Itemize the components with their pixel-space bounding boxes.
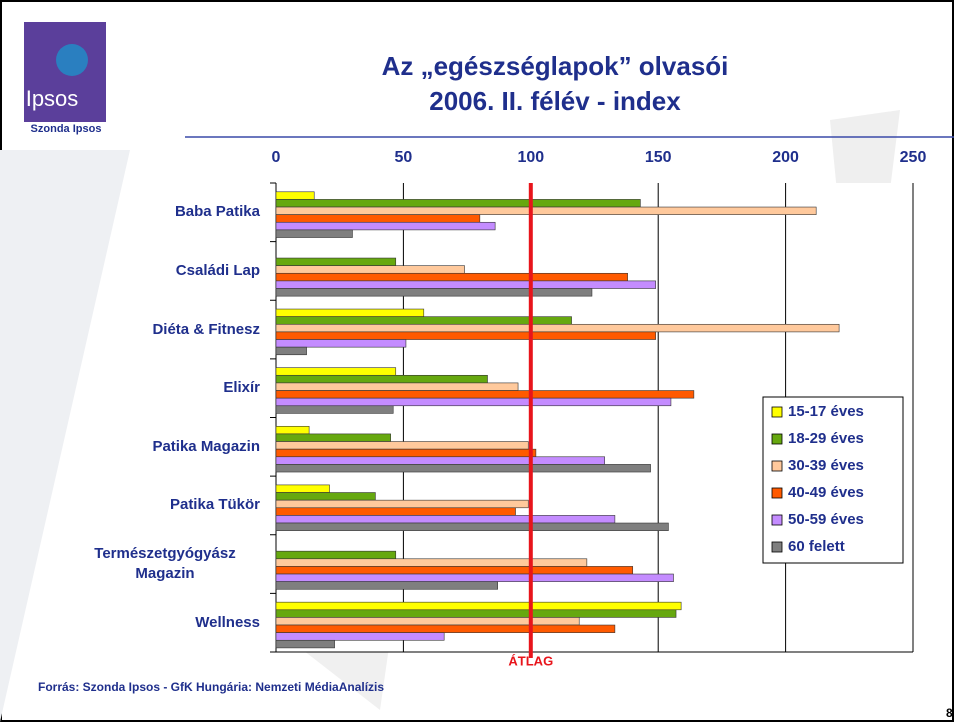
y-tick-label: Wellness — [60, 593, 260, 652]
legend-label: 18-29 éves — [788, 430, 864, 447]
bar — [276, 215, 480, 223]
legend-label: 15-17 éves — [788, 403, 864, 420]
bar — [276, 324, 839, 332]
bar — [276, 258, 396, 266]
legend-swatch — [772, 515, 782, 525]
y-tick-label: Baba Patika — [60, 183, 260, 242]
bar — [276, 391, 694, 399]
bar — [276, 449, 536, 457]
x-tick-label: 250 — [900, 149, 927, 166]
bar — [276, 610, 676, 618]
legend-swatch — [772, 434, 782, 444]
bar — [276, 426, 309, 434]
bar — [276, 398, 671, 406]
bar — [276, 493, 375, 501]
y-tick-label: Természetgyógyász Magazin — [60, 535, 260, 594]
legend-label: 60 felett — [788, 538, 845, 555]
bar — [276, 559, 587, 567]
bar — [276, 281, 656, 289]
bar — [276, 602, 681, 610]
bar — [276, 508, 516, 516]
chart-title: Az „egészséglapok” olvasói — [382, 51, 729, 81]
bar — [276, 332, 656, 340]
logo-text: Ipsos — [26, 86, 79, 111]
y-tick-label: Patika Magazin — [60, 418, 260, 477]
bar — [276, 566, 633, 574]
bar — [276, 406, 393, 414]
category-text: Baba Patika — [175, 202, 260, 222]
category-text: Elixír — [223, 378, 260, 398]
category-text: Wellness — [195, 613, 260, 633]
y-tick-label: Családi Lap — [60, 242, 260, 301]
slide: Ipsos Szonda Ipsos Az „egészséglapok” ol… — [0, 0, 954, 722]
bar — [276, 368, 396, 376]
bar — [276, 375, 487, 383]
legend-swatch — [772, 542, 782, 552]
category-text: Természetgyógyász Magazin — [70, 544, 260, 584]
x-tick-label: 150 — [645, 149, 672, 166]
bar — [276, 192, 314, 200]
bar — [276, 551, 396, 559]
category-text: Diéta & Fitnesz — [152, 320, 260, 340]
bar — [276, 640, 335, 648]
bar — [276, 266, 465, 274]
y-tick-label: Patika Tükör — [60, 476, 260, 535]
bar — [276, 309, 424, 317]
legend-swatch — [772, 407, 782, 417]
bar — [276, 574, 673, 582]
category-text: Családi Lap — [176, 261, 260, 281]
logo-caption: Szonda Ipsos — [31, 123, 102, 135]
bar — [276, 464, 651, 472]
legend-swatch — [772, 461, 782, 471]
bar — [276, 582, 498, 590]
y-tick-label: Elixír — [60, 359, 260, 418]
reference-label: ÁTLAG — [508, 653, 553, 668]
x-tick-label: 100 — [517, 149, 544, 166]
bar — [276, 633, 444, 641]
bar — [276, 222, 495, 230]
x-tick-label: 50 — [395, 149, 413, 166]
source-note: Forrás: Szonda Ipsos - GfK Hungária: Nem… — [38, 680, 384, 694]
bar — [276, 500, 528, 508]
logo-icon — [56, 44, 88, 76]
bar — [276, 625, 615, 633]
legend-label: 40-49 éves — [788, 484, 864, 501]
x-tick-label: 0 — [272, 149, 281, 166]
legend-swatch — [772, 488, 782, 498]
bar — [276, 199, 640, 207]
bar — [276, 340, 406, 348]
bar — [276, 617, 579, 625]
bar — [276, 207, 816, 215]
category-text: Patika Tükör — [170, 495, 260, 515]
bar — [276, 523, 668, 531]
bar — [276, 383, 518, 391]
bar — [276, 485, 330, 493]
bar — [276, 347, 307, 355]
bar — [276, 317, 572, 325]
legend-label: 50-59 éves — [788, 511, 864, 528]
bar — [276, 289, 592, 297]
page-number: 8 — [946, 706, 953, 720]
legend-label: 30-39 éves — [788, 457, 864, 474]
bar — [276, 442, 528, 450]
bar — [276, 434, 391, 442]
category-text: Patika Magazin — [152, 437, 260, 457]
chart-title: 2006. II. félév - index — [429, 86, 681, 116]
y-tick-label: Diéta & Fitnesz — [60, 300, 260, 359]
x-tick-label: 200 — [772, 149, 799, 166]
bar — [276, 273, 628, 281]
bar — [276, 230, 352, 238]
bar — [276, 515, 615, 523]
bar — [276, 457, 605, 465]
